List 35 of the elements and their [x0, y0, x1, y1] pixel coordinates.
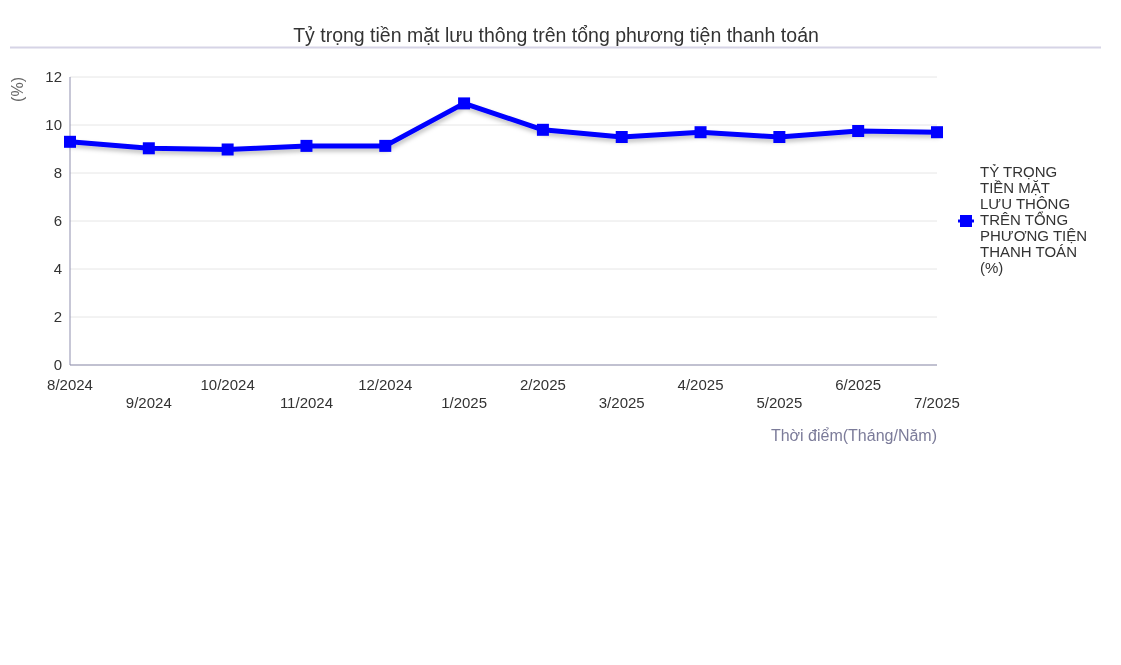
x-tick-label: 6/2025 — [835, 376, 882, 393]
point — [931, 126, 943, 139]
point — [300, 139, 313, 152]
point — [64, 135, 76, 148]
x-tick-label: 8/2024 — [47, 376, 93, 393]
x-axis-title: Thời điểm(Tháng/Năm) — [770, 427, 937, 444]
y-tick-label: 12 — [45, 68, 62, 85]
y-tick-label: 4 — [53, 260, 62, 277]
chart-title: Tỷ trọng tiền mặt lưu thông trên tổng phương tiện thanh toán — [293, 24, 819, 46]
y-tick-label: 2 — [53, 308, 62, 325]
point — [221, 143, 234, 156]
y-tick-label: 0 — [53, 356, 62, 373]
x-tick-label: 11/2024 — [279, 394, 334, 411]
x-tick-label: 7/2025 — [914, 394, 960, 411]
point — [536, 123, 549, 136]
legend-label: TỶ TRỌNG TIỀN MẶT LƯU THÔNG TRÊN TỔNG PHƯƠNG TIỆN THANH TOÁN (%) — [980, 163, 1088, 276]
point — [142, 142, 155, 155]
x-tick-label: 1/2025 — [441, 394, 488, 411]
x-tick-label: 10/2024 — [200, 376, 255, 393]
x-tick-label: 3/2025 — [598, 394, 645, 411]
x-tick-label: 9/2024 — [125, 394, 172, 411]
x-tick-label: 2/2025 — [519, 376, 566, 393]
x-tick-label: 5/2025 — [756, 394, 803, 411]
point — [615, 131, 628, 143]
y-axis-title: (%) — [9, 77, 26, 102]
y-tick-label: 6 — [53, 212, 62, 229]
y-tick-label: 8 — [53, 164, 62, 181]
point — [694, 126, 707, 139]
point — [852, 125, 865, 137]
point — [458, 97, 471, 110]
x-tick-label: 12/2024 — [358, 376, 413, 393]
x-tick-label: 4/2025 — [677, 376, 724, 393]
point — [379, 139, 392, 152]
y-tick-label: 10 — [45, 116, 62, 133]
point — [773, 131, 786, 143]
